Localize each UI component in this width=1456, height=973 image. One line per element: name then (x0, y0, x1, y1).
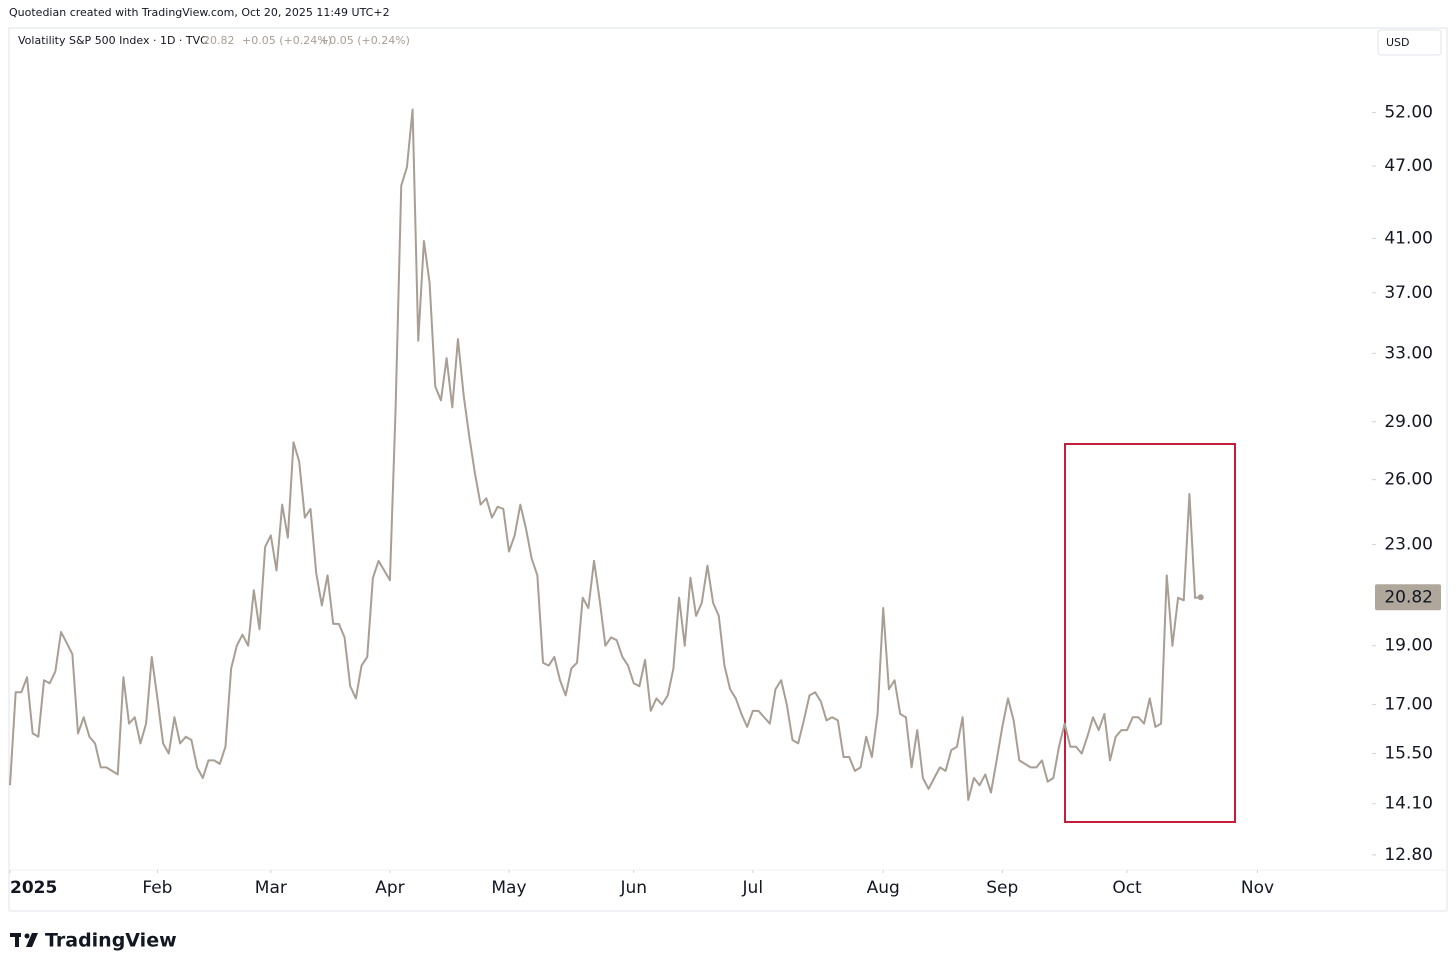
price-tag (1375, 584, 1441, 611)
logo-shape (15, 933, 19, 947)
last-price: 20.82 (203, 34, 235, 47)
price-line (9, 108, 1201, 801)
logo-shape (24, 933, 30, 939)
x-tick-label: Nov (1241, 878, 1274, 898)
y-tick-label: 52.00 (1384, 103, 1433, 123)
y-tick-label: 47.00 (1384, 156, 1433, 176)
x-tick-label: 2025 (10, 878, 57, 898)
y-tick-label: 19.00 (1384, 636, 1433, 656)
currency-box[interactable] (1377, 29, 1442, 56)
y-tick-label: 41.00 (1384, 228, 1433, 248)
x-tick-label: Aug (867, 878, 900, 898)
x-tick-label: Apr (375, 878, 404, 898)
change: +0.05 (+0.24%) (242, 34, 332, 47)
y-tick-label: 23.00 (1384, 535, 1433, 555)
price-tag-label: 20.82 (1384, 587, 1433, 607)
x-tick-label: Feb (142, 878, 172, 898)
highlight-box (1064, 443, 1236, 823)
x-tick-label: May (491, 878, 526, 898)
last-point (1197, 594, 1204, 601)
x-tick-label: Oct (1112, 878, 1142, 898)
y-tick-label: 15.50 (1384, 744, 1433, 764)
y-tick-label: 17.00 (1384, 695, 1433, 715)
brand: TradingView (45, 930, 177, 952)
chart-frame (8, 27, 1448, 912)
y-tick-label: 14.10 (1384, 794, 1433, 814)
change: +0.05 (+0.24%) (320, 34, 410, 47)
brand-logo (10, 933, 38, 947)
x-tick-label: Jul (742, 878, 764, 898)
credit: Quotedian created with TradingView.com, … (9, 6, 390, 19)
y-tick-label: 37.00 (1384, 283, 1433, 303)
symbol-title: Volatility S&P 500 Index · 1D · TVC (18, 34, 208, 47)
x-tick-label: Jun (619, 878, 647, 898)
x-tick-label: Sep (986, 878, 1018, 898)
y-tick-label: 29.00 (1384, 412, 1433, 432)
y-tick-label: 12.80 (1384, 845, 1433, 865)
currency[interactable]: USD (1386, 36, 1410, 49)
x-tick-label: Mar (255, 878, 287, 898)
y-tick-label: 33.00 (1384, 343, 1433, 363)
y-tick-label: 26.00 (1384, 470, 1433, 490)
logo-shape (26, 933, 38, 947)
